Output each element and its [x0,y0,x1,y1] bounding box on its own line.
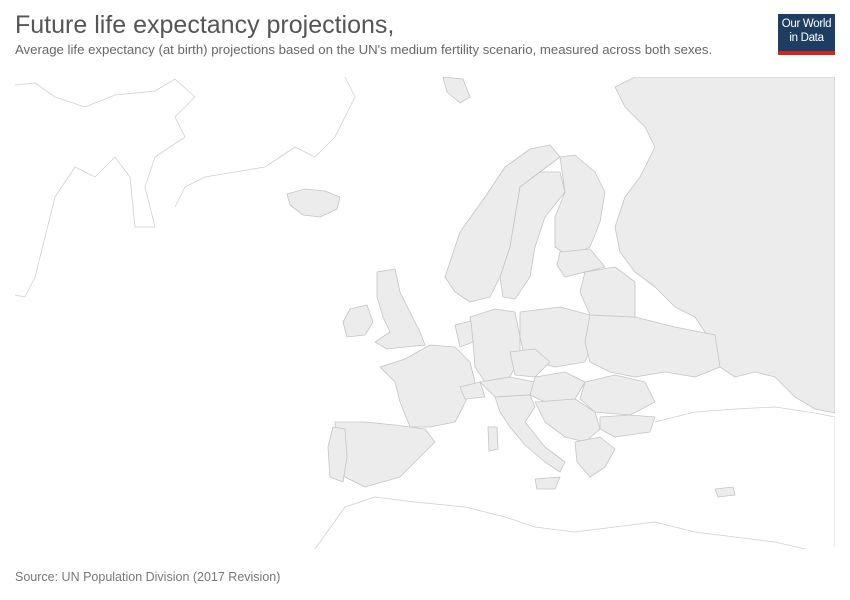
country-russia[interactable] [614,77,835,414]
country-baltic-states[interactable] [556,248,606,278]
canada-outline [174,77,356,208]
country-united-kingdom[interactable] [374,268,426,350]
country-france[interactable] [379,344,476,428]
country-sicily[interactable] [534,476,561,490]
country-greece[interactable] [574,436,616,478]
owid-logo[interactable]: Our World in Data [778,14,835,55]
chart-subtitle: Average life expectancy (at birth) proje… [15,42,713,57]
country-italy[interactable] [494,394,566,473]
logo-line-2: in Data [789,32,824,44]
turkey-outline [654,406,835,547]
country-hungary[interactable] [529,371,586,403]
country-finland[interactable] [554,154,606,258]
greenland-outline [15,78,196,298]
country-portugal[interactable] [327,426,348,483]
country-switzerland[interactable] [459,381,486,400]
chart-source: Source: UN Population Division (2017 Rev… [15,570,281,584]
country-sardinia[interactable] [487,426,499,452]
country-belarus[interactable] [579,266,636,318]
country-romania[interactable] [579,374,656,416]
country-czechia[interactable] [509,348,551,378]
country-bulgaria[interactable] [599,414,656,438]
country-ireland[interactable] [342,304,374,338]
europe-map[interactable] [15,77,835,549]
country-netherlands[interactable] [454,320,474,348]
country-svalbard[interactable] [442,77,471,104]
country-ukraine[interactable] [584,314,721,378]
country-balkans[interactable] [534,398,601,443]
country-spain[interactable] [334,421,436,488]
country-sweden[interactable] [499,171,566,300]
country-iceland[interactable] [286,188,341,218]
logo-line-1: Our World [781,18,832,30]
country-cyprus[interactable] [714,486,736,498]
country-germany[interactable] [469,308,521,383]
chart-title: Future life expectancy projections, [15,11,395,39]
north-africa-outline [314,496,806,549]
